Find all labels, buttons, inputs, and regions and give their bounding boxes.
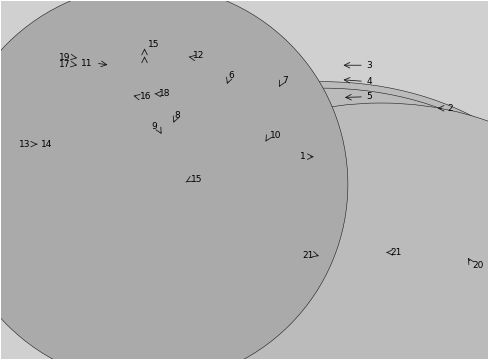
Ellipse shape: [156, 103, 488, 360]
Circle shape: [0, 0, 185, 297]
Text: 7: 7: [282, 76, 288, 85]
Text: 1: 1: [299, 152, 305, 161]
Text: 8: 8: [174, 111, 180, 120]
Circle shape: [13, 0, 251, 166]
Ellipse shape: [0, 0, 394, 231]
Bar: [311, 8, 485, 220]
Text: 21: 21: [302, 251, 313, 260]
Bar: [325, 47, 418, 211]
Ellipse shape: [26, 0, 488, 360]
Bar: [419, 10, 484, 140]
Text: 19: 19: [59, 53, 70, 62]
Ellipse shape: [48, 0, 488, 328]
Circle shape: [0, 0, 347, 360]
Bar: [311, 225, 485, 352]
Text: 17: 17: [59, 60, 70, 69]
Text: 18: 18: [159, 89, 170, 98]
Ellipse shape: [74, 88, 488, 360]
Circle shape: [0, 0, 430, 346]
Text: 21: 21: [390, 248, 401, 257]
Text: 11: 11: [81, 59, 92, 68]
Ellipse shape: [0, 0, 394, 222]
Polygon shape: [69, 87, 108, 123]
Bar: [316, 45, 488, 212]
Polygon shape: [108, 44, 152, 119]
Text: 15: 15: [190, 175, 202, 184]
Circle shape: [160, 0, 488, 277]
Text: 4: 4: [366, 77, 371, 86]
Ellipse shape: [0, 37, 399, 336]
Ellipse shape: [48, 0, 488, 302]
Polygon shape: [256, 140, 268, 153]
Text: 20: 20: [472, 261, 483, 270]
Text: 12: 12: [193, 51, 204, 60]
Text: 14: 14: [41, 140, 52, 149]
Text: 2: 2: [447, 104, 452, 113]
Ellipse shape: [0, 0, 488, 336]
Text: 15: 15: [148, 40, 159, 49]
Circle shape: [0, 0, 335, 354]
Text: 10: 10: [269, 131, 281, 140]
Text: 5: 5: [366, 92, 371, 101]
Text: 6: 6: [227, 71, 233, 80]
Bar: [44, 8, 266, 196]
Ellipse shape: [48, 0, 488, 315]
Text: 16: 16: [140, 92, 151, 101]
Text: 9: 9: [151, 122, 157, 131]
Text: 3: 3: [366, 61, 371, 70]
Bar: [444, 54, 488, 135]
Circle shape: [0, 0, 434, 360]
Text: 13: 13: [20, 140, 31, 149]
Ellipse shape: [74, 82, 488, 360]
Bar: [417, 45, 488, 212]
